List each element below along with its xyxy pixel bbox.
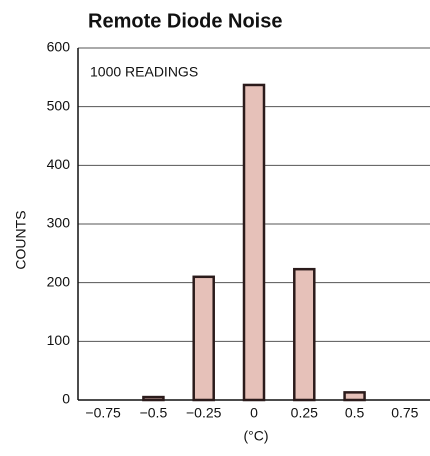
bar: [142, 395, 165, 402]
chart-title: Remote Diode Noise: [88, 10, 282, 32]
y-tick-label: 0: [62, 391, 70, 407]
y-tick-label: 400: [47, 156, 71, 172]
x-tick-label: −0.75: [85, 405, 121, 421]
y-tick-label: 300: [47, 215, 71, 231]
annotation: 1000 READINGS: [90, 64, 198, 80]
x-tick-label: −0.5: [140, 405, 168, 421]
bar: [192, 275, 215, 402]
x-tick-label: 0.5: [345, 405, 365, 421]
x-tick-label: 0.75: [391, 405, 418, 421]
x-tick-label: −0.25: [186, 405, 222, 421]
x-axis-label: (°C): [243, 428, 268, 444]
x-tick-label: 0.25: [291, 405, 318, 421]
bar: [343, 391, 366, 402]
x-tick-label: 0: [250, 405, 258, 421]
y-tick-label: 600: [47, 39, 71, 55]
y-tick-label: 200: [47, 273, 71, 289]
y-tick-label: 500: [47, 97, 71, 113]
y-axis-label: COUNTS: [13, 210, 29, 269]
bar: [293, 267, 316, 402]
bar: [242, 83, 266, 402]
y-tick-label: 100: [47, 332, 71, 348]
